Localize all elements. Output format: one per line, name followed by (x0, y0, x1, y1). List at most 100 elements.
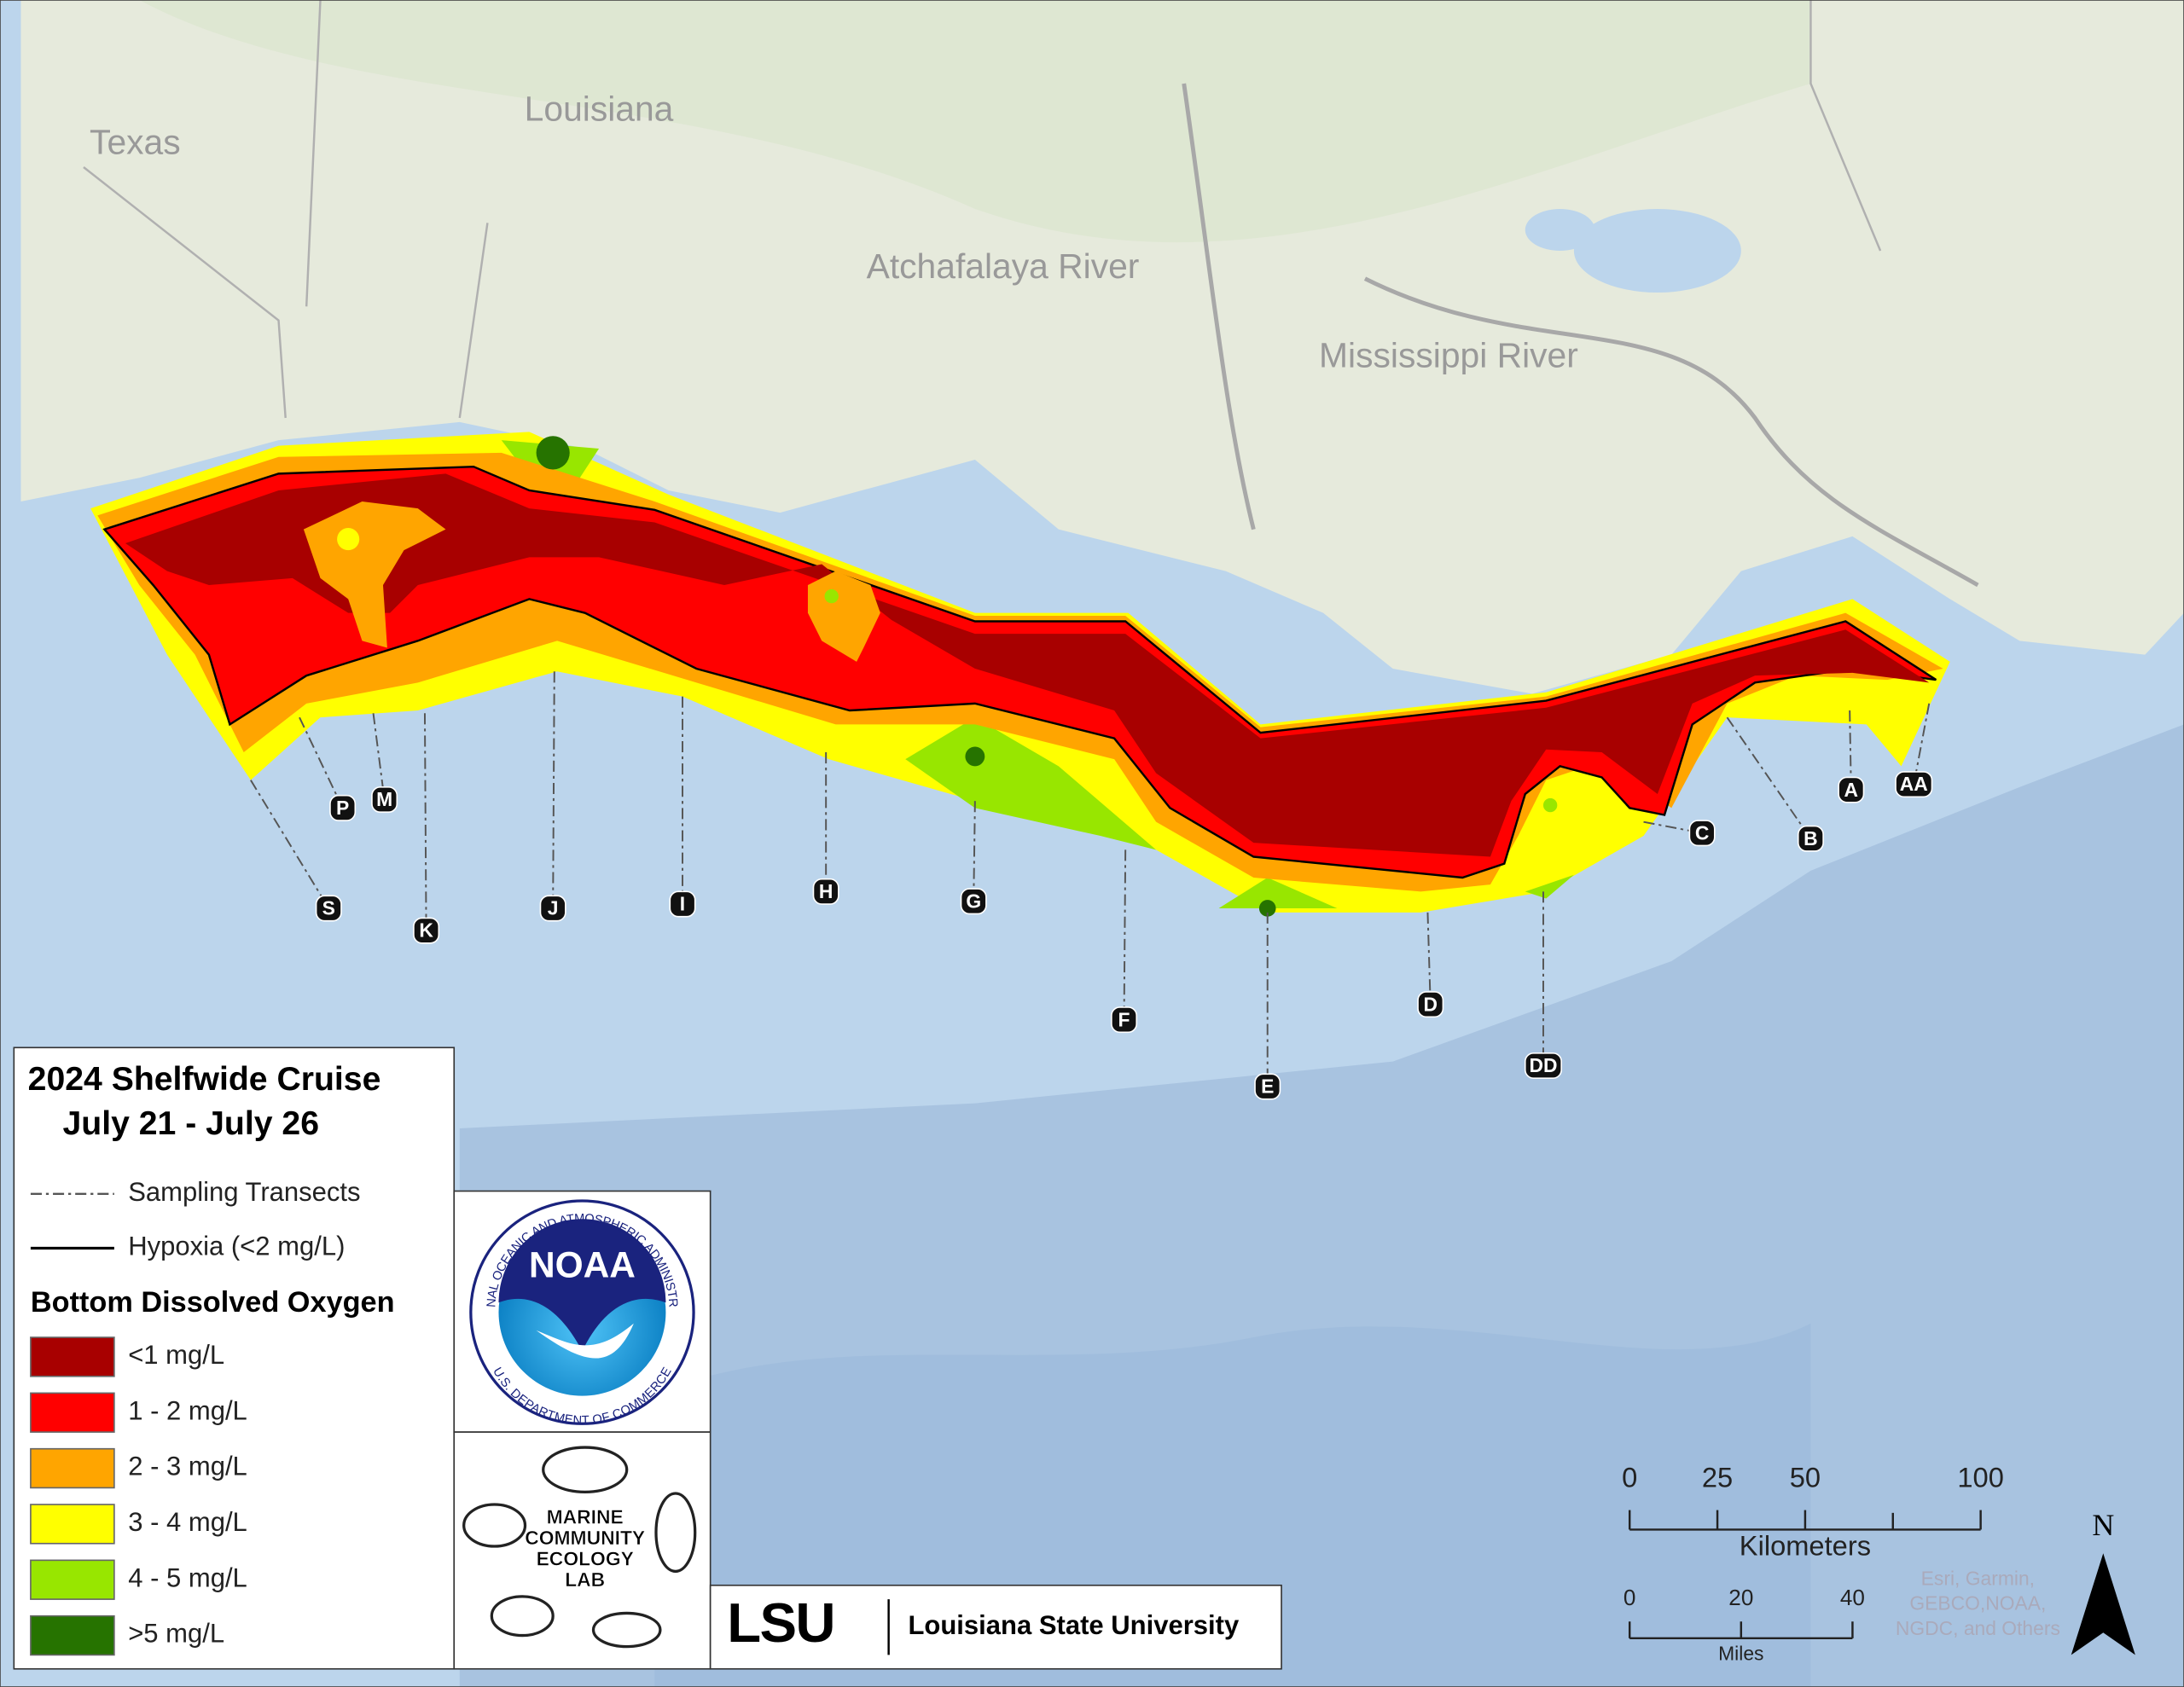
transect-line (372, 713, 386, 800)
legend-label: <1 mg/L (128, 1340, 224, 1370)
lab-box (453, 1431, 712, 1670)
scale-unit: Miles (1718, 1642, 1763, 1664)
transect-line (1123, 849, 1127, 1020)
legend-dates: July 21 - July 26 (62, 1105, 319, 1142)
crawfish-icon (490, 1595, 555, 1638)
transect-badge (1895, 771, 1933, 798)
oxygen-zone (125, 473, 1930, 857)
transect-line (423, 713, 427, 931)
transect-label: P (336, 797, 349, 819)
legend-label: >5 mg/L (128, 1619, 224, 1649)
scale-tick-label: 25 (1702, 1461, 1733, 1493)
transect-label: S (322, 897, 335, 919)
transect-label: K (419, 919, 433, 942)
transect-line (1849, 710, 1852, 791)
legend-label: 4 - 5 mg/L (128, 1562, 247, 1592)
transect-label: A (1844, 779, 1859, 801)
transect-badge (1524, 1052, 1563, 1080)
legend-swatch (30, 1504, 115, 1545)
transect-line (250, 780, 330, 909)
transect-line (973, 801, 976, 901)
transect-badge (1254, 1073, 1281, 1100)
transect-badge (1688, 820, 1716, 847)
legend-label: 3 - 4 mg/L (128, 1507, 247, 1537)
place-label: Louisiana (525, 89, 674, 128)
scale-unit: Kilometers (1740, 1529, 1871, 1561)
legend-swatch (30, 1392, 115, 1433)
legend-label: 1 - 2 mg/L (128, 1395, 247, 1425)
transect-label: E (1261, 1075, 1274, 1098)
land (20, 0, 2184, 694)
transect-badge (371, 786, 398, 814)
transect-line (299, 716, 344, 809)
legend-hypoxia: Hypoxia (<2 mg/L) (128, 1232, 345, 1261)
legend-heading: Bottom Dissolved Oxygen (31, 1286, 395, 1319)
transect-label: I (680, 893, 685, 915)
scale-tick-label: 100 (1957, 1461, 2003, 1493)
transect-badge (413, 917, 440, 944)
lake (1525, 209, 1595, 252)
oxygen-zone (1525, 874, 1574, 899)
oxygen-zones (90, 432, 1950, 917)
legend-swatch (30, 1615, 115, 1656)
transect-badge (329, 794, 357, 821)
transect-label: DD (1529, 1054, 1557, 1076)
scale-tick-label: 0 (1622, 1461, 1637, 1493)
transect-label: M (376, 788, 392, 810)
fish-icon (542, 1446, 629, 1493)
transect-label: C (1695, 821, 1710, 844)
scale-tick-label: 20 (1728, 1585, 1753, 1610)
legend-sampling: Sampling Transects (128, 1177, 360, 1207)
place-labels: Texas Louisiana Atchafalaya River Mississip… (90, 89, 1578, 374)
attribution-line: GEBCO,NOAA, (1909, 1592, 2046, 1615)
transect-label: F (1118, 1008, 1130, 1030)
lsu-box (709, 1584, 1282, 1670)
attribution: Esri, Garmin, GEBCO,NOAA,NGDC, and Others (1896, 1567, 2060, 1639)
scale-tick-label: 0 (1623, 1585, 1636, 1610)
lab-text-line: COMMUNITY (525, 1527, 645, 1549)
transect-label: H (819, 880, 834, 902)
oyster-icon (462, 1503, 527, 1548)
north-arrow (2071, 1553, 2135, 1655)
transect-badge (1797, 825, 1824, 852)
transect-badge (1838, 776, 1865, 803)
transect-label: G (966, 890, 981, 912)
lake (1573, 209, 1741, 293)
oxygen-zone (1218, 878, 1338, 908)
lab-text-line: LAB (565, 1568, 605, 1591)
transect-badge (960, 888, 987, 915)
transect-line (1913, 703, 1931, 785)
crab-icon (591, 1611, 662, 1649)
transect-badge (1417, 991, 1444, 1018)
noaa-gull (536, 1323, 634, 1359)
attribution-line: NGDC, and Others (1896, 1617, 2060, 1639)
noaa-top (498, 1219, 666, 1352)
oxygen-patch (337, 528, 360, 551)
transect-line (552, 671, 555, 908)
legend-swatch (30, 1559, 115, 1600)
attribution-line: Esri, Garmin, (1921, 1567, 2035, 1589)
scale-bar: 0 25 50 100 Kilometers 0 20 40 Miles (1622, 1461, 2004, 1664)
transect-badge (812, 878, 839, 905)
oxygen-patch (1542, 797, 1558, 813)
legend-swatch (30, 1336, 115, 1377)
fish-icon (654, 1492, 697, 1574)
transect-badge (315, 895, 342, 922)
north-label: N (2092, 1508, 2114, 1542)
place-label: Texas (90, 123, 181, 162)
legend-label: 2 - 3 mg/L (128, 1452, 247, 1481)
scale-tick-label: 50 (1790, 1461, 1821, 1493)
legend-swatch (30, 1447, 115, 1489)
transect-label: D (1423, 993, 1438, 1015)
oxygen-patch (965, 746, 985, 767)
lsu-name: Louisiana State University (908, 1610, 1239, 1640)
lab-text-line: ECOLOGY (537, 1547, 634, 1569)
river (1182, 83, 1979, 588)
oxygen-patch (824, 588, 839, 604)
legend-title: 2024 Shelfwide Cruise (28, 1061, 381, 1098)
transect-line (1726, 716, 1812, 839)
scale-tick-label: 40 (1840, 1585, 1865, 1610)
